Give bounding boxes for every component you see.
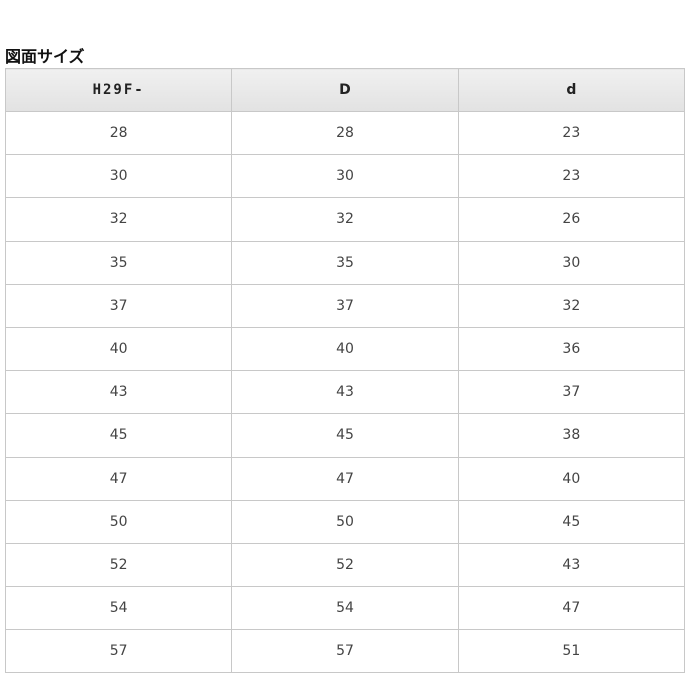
cell-d: 30 [457, 240, 686, 285]
header-d: d [457, 68, 686, 112]
cell-D: 57 [231, 629, 459, 674]
cell-model: 37 [4, 283, 233, 328]
cell-d: 51 [457, 629, 686, 674]
cell-model: 57 [4, 629, 233, 674]
cell-d: 43 [457, 542, 686, 588]
cell-D: 30 [231, 154, 459, 199]
cell-d: 32 [457, 283, 686, 328]
cell-d: 47 [457, 586, 686, 631]
cell-model: 30 [4, 154, 233, 199]
cell-D: 32 [231, 197, 459, 242]
cell-D: 28 [231, 110, 459, 156]
cell-D: 40 [231, 326, 459, 372]
table-row: 54 54 47 [4, 586, 686, 631]
cell-model: 50 [4, 499, 233, 544]
cell-d: 45 [457, 499, 686, 544]
table-row: 30 30 23 [4, 154, 686, 199]
cell-d: 23 [457, 110, 686, 156]
cell-D: 50 [231, 499, 459, 544]
cell-d: 26 [457, 197, 686, 242]
cell-model: 45 [4, 413, 233, 458]
cell-D: 43 [231, 370, 459, 415]
section-title: 図面サイズ [5, 47, 85, 66]
cell-d: 23 [457, 154, 686, 199]
cell-d: 40 [457, 456, 686, 501]
table-row: 50 50 45 [4, 499, 686, 544]
cell-model: 28 [4, 110, 233, 156]
cell-model: 40 [4, 326, 233, 372]
table-row: 45 45 38 [4, 413, 686, 458]
cell-D: 52 [231, 542, 459, 588]
cell-model: 54 [4, 586, 233, 631]
table-row: 52 52 43 [4, 542, 686, 588]
table-row: 32 32 26 [4, 197, 686, 242]
header-D: D [231, 68, 459, 112]
cell-d: 38 [457, 413, 686, 458]
cell-D: 54 [231, 586, 459, 631]
cell-D: 35 [231, 240, 459, 285]
table-row: 40 40 36 [4, 326, 686, 372]
cell-D: 47 [231, 456, 459, 501]
cell-D: 37 [231, 283, 459, 328]
cell-d: 36 [457, 326, 686, 372]
table-row: 28 28 23 [4, 110, 686, 156]
table-header-row: H29F- D d [4, 68, 686, 112]
cell-model: 35 [4, 240, 233, 285]
cell-model: 32 [4, 197, 233, 242]
cell-model: 47 [4, 456, 233, 501]
cell-model: 52 [4, 542, 233, 588]
table-row: 37 37 32 [4, 283, 686, 328]
table-row: 47 47 40 [4, 456, 686, 501]
table-row: 35 35 30 [4, 240, 686, 285]
cell-D: 45 [231, 413, 459, 458]
size-table: H29F- D d 28 28 23 30 30 23 32 32 26 35 35 30 37 37 32… [4, 68, 686, 674]
cell-model: 43 [4, 370, 233, 415]
cell-d: 37 [457, 370, 686, 415]
table-row: 57 57 51 [4, 629, 686, 674]
table-row: 43 43 37 [4, 370, 686, 415]
table-body: 28 28 23 30 30 23 32 32 26 35 35 30 37 37 32 40 40 36 43 43… [4, 110, 686, 674]
header-model: H29F- [4, 68, 233, 112]
